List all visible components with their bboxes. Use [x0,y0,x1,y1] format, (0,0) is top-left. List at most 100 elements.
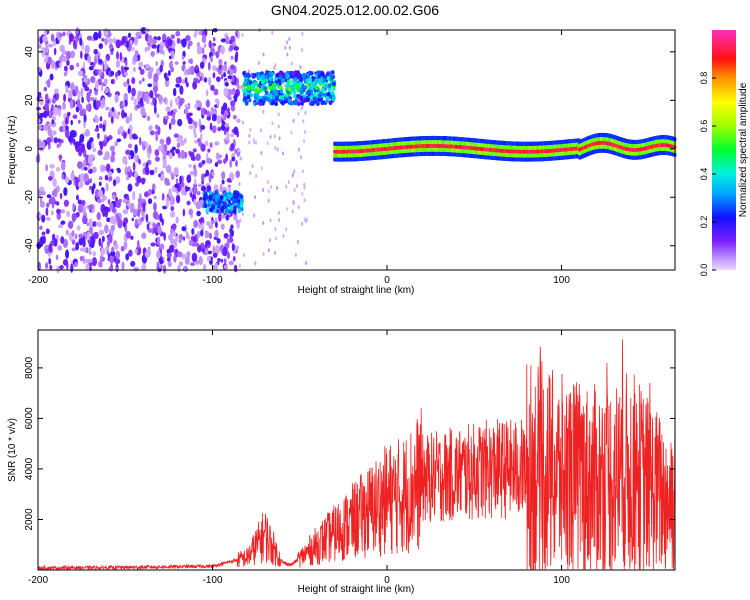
noise-cell [121,65,124,75]
colorbar-tick-label: 0.2 [699,216,709,229]
noise-cell [129,112,133,122]
noise-cell [134,249,138,254]
noise-cell [80,50,83,59]
noise-cell [151,183,156,191]
noise-cell [228,237,234,243]
noise-cell [48,110,52,117]
noise-cell [216,76,221,82]
noise-cell [226,178,232,183]
noise-cell [206,110,210,119]
noise-cell [198,256,203,266]
noise-cell [176,37,181,44]
band-cell-minus22 [217,200,222,206]
noise-cell [113,216,117,226]
spectrogram-x-tick-label: -200 [28,275,48,286]
noise-cell [124,71,129,76]
band-cell-minus22 [229,205,233,211]
noise-cell [221,179,225,185]
noise-cell [168,122,172,130]
noise-cell [175,234,179,243]
noise-cell [130,96,134,101]
noise-cell [122,209,127,214]
noise-cell [46,78,51,88]
noise-cell [69,99,74,109]
band-cell-plus25 [311,83,315,89]
noise-cell [46,137,52,144]
noise-cell [56,265,60,274]
noise-cell [104,37,108,46]
noise-cell [178,238,182,244]
band-cell-plus25 [243,96,247,101]
band-cell-minus22 [215,208,220,214]
band-cell-plus25 [244,79,248,84]
band-cell-plus25 [313,99,318,104]
noise-cell [185,35,191,41]
noise-cell [218,58,223,66]
noise-cell [205,99,210,108]
noise-cell [171,223,177,230]
noise-cell [77,180,84,189]
noise-cell [109,43,113,50]
noise-cell [88,250,92,255]
noise-cell [177,118,183,127]
noise-cell [110,246,115,252]
noise-cell [158,173,161,178]
noise-cell [107,198,111,205]
noise-cell [193,167,198,178]
band-cell-plus25 [320,77,324,82]
noise-cell [38,213,42,219]
noise-cell [49,164,55,169]
band-cell-plus25 [323,92,328,97]
noise-cell [92,251,97,257]
noise-cell [192,120,196,127]
noise-cell [104,57,107,67]
noise-cell [144,250,151,259]
noise-cell [134,50,139,57]
noise-cell [241,85,244,90]
noise-cell [274,227,277,232]
noise-cell [99,255,103,264]
band-cell-plus25 [263,86,268,91]
noise-cell [40,47,46,56]
noise-cell [196,191,201,196]
noise-cell [149,169,155,175]
noise-cell [241,33,244,38]
band-cell-plus25 [331,86,336,91]
noise-cell [216,114,222,125]
noise-cell [204,249,209,254]
noise-cell [114,141,118,147]
noise-cell [223,232,229,239]
noise-cell [285,227,288,232]
noise-cell [183,191,187,196]
noise-cell [93,48,98,55]
noise-cell [67,220,74,229]
noise-cell [74,233,78,240]
noise-cell [231,76,235,82]
noise-cell [299,65,302,70]
noise-cell [109,202,114,209]
noise-cell [273,65,276,70]
band-cell-plus25 [320,100,325,106]
noise-cell [241,120,244,125]
noise-cell [127,84,132,94]
noise-cell [106,217,111,223]
noise-cell [188,66,191,76]
band-cell-plus25 [299,81,303,87]
noise-cell [241,212,244,217]
noise-cell [110,154,115,163]
noise-cell [223,258,227,264]
noise-cell [58,224,63,229]
noise-cell [70,119,73,126]
noise-cell [198,218,204,223]
noise-cell [154,166,158,174]
noise-cell [165,181,171,186]
band-cell-plus25 [278,95,283,100]
noise-cell [232,255,236,262]
noise-cell [61,174,65,180]
noise-cell [141,208,144,216]
noise-cell [75,176,78,186]
noise-cell [200,229,204,237]
noise-cell [293,187,296,192]
noise-cell [161,218,164,226]
